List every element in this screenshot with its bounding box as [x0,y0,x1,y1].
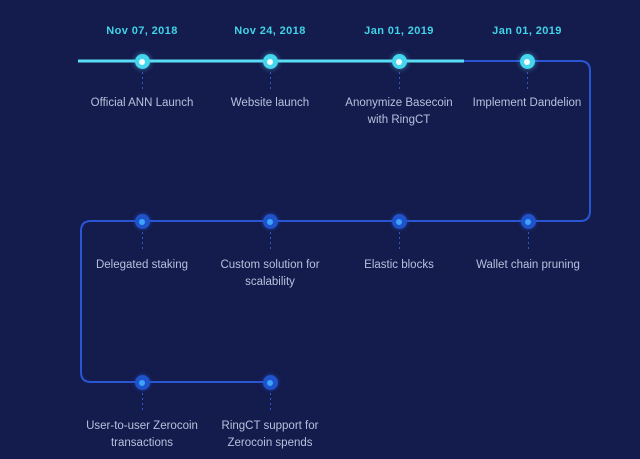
node-core-icon [524,58,530,65]
milestone: Jan 01, 2019 Implement Dandelion [462,24,592,112]
timeline-node [134,375,150,390]
dashed-connector [141,393,143,411]
milestone-date: Jan 01, 2019 [492,25,562,37]
timeline-node [134,214,150,229]
timeline-node [262,54,278,69]
milestone-date: Nov 07, 2018 [106,25,178,37]
timeline-node [391,54,407,69]
dashed-connector [269,393,271,411]
dashed-connector [141,72,143,90]
milestone-label: Implement Dandelion [472,97,582,109]
timeline-node [134,54,150,69]
node-core-icon [267,379,273,386]
milestone: Custom solution for scalability [205,214,335,291]
milestone-label: User-to-user Zerocoin transactions [86,420,198,449]
milestone-label: Anonymize Basecoin with RingCT [345,97,453,126]
dashed-connector [141,232,143,250]
milestone: Jan 01, 2019 Anonymize Basecoin with Rin… [334,24,464,129]
milestone: Elastic blocks [334,214,464,274]
milestone: Nov 24, 2018 Website launch [205,24,335,112]
milestone: Delegated staking [77,214,207,274]
node-core-icon [396,58,402,65]
dashed-connector [269,72,271,90]
node-core-icon [139,379,145,386]
node-core-icon [267,58,273,65]
milestone-label: Custom solution for scalability [220,259,320,288]
milestone: Wallet chain pruning [463,214,593,274]
dashed-connector [527,232,529,250]
milestone-label: Website launch [230,97,310,109]
timeline-node [262,214,278,229]
timeline-node [262,375,278,390]
milestone-label: Elastic blocks [364,259,434,271]
milestone-label: Official ANN Launch [90,97,194,109]
node-core-icon [139,58,145,65]
dashed-connector [526,72,528,90]
milestone-date: Nov 24, 2018 [234,25,306,37]
node-core-icon [267,218,273,225]
milestone-label: Wallet chain pruning [476,259,580,271]
node-core-icon [396,218,402,225]
milestone: Nov 07, 2018 Official ANN Launch [77,24,207,112]
timeline-node [520,214,536,229]
milestone: RingCT support for Zerocoin spends [205,375,335,452]
dashed-connector [269,232,271,250]
dashed-connector [398,232,400,250]
milestone-date: Jan 01, 2019 [364,25,434,37]
dashed-connector [398,72,400,90]
milestone-label: Delegated staking [95,259,189,271]
timeline-line-future [80,60,591,383]
milestone: User-to-user Zerocoin transactions [77,375,207,452]
node-core-icon [525,218,531,225]
timeline-node [391,214,407,229]
node-core-icon [139,218,145,225]
milestone-label: RingCT support for Zerocoin spends [221,420,319,449]
timeline-node [519,54,535,69]
